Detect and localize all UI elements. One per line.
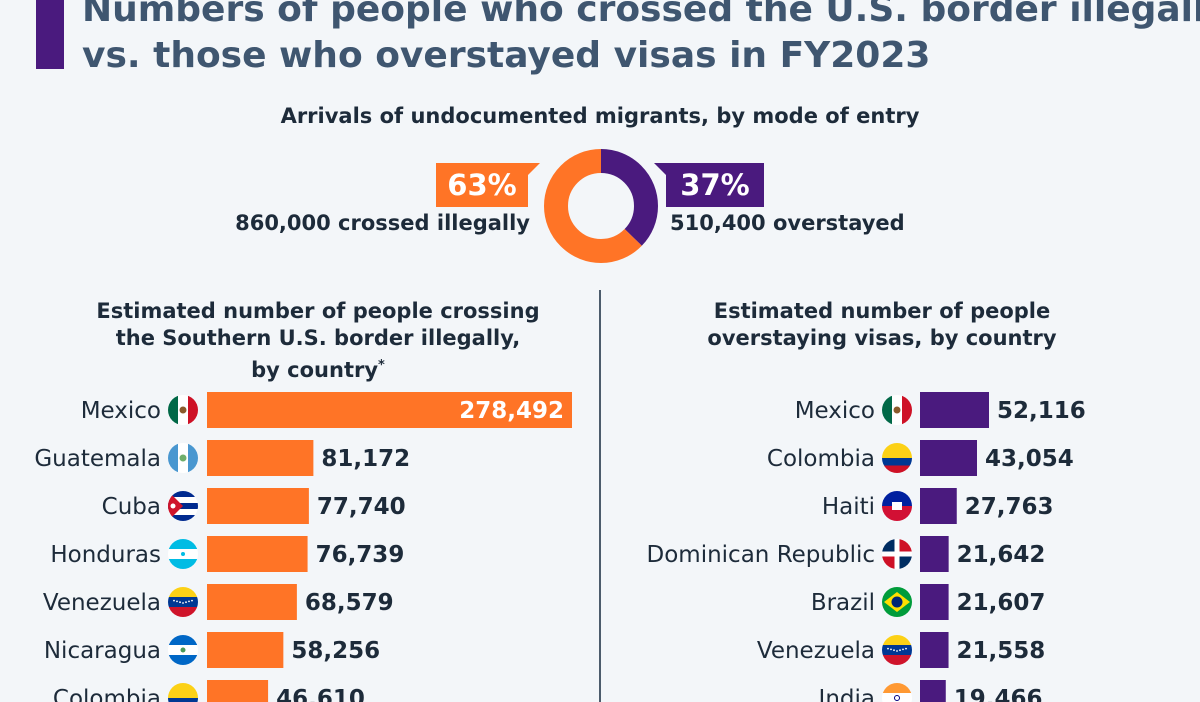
bar-honduras [207, 536, 308, 572]
category-label-colombia: Colombia [767, 446, 875, 472]
visa-overstay-bar-chart: Mexico 52,116 Colombia 43,054 Haiti 27,763 Dom… [647, 392, 1086, 702]
category-label-cuba: Cuba [102, 494, 161, 520]
category-label-dominican-republic: Dominican Republic [647, 542, 875, 568]
bar-venezuela [207, 584, 297, 620]
value-label-nicaragua: 58,256 [291, 638, 380, 664]
overstay-percent-badge: 37% [666, 163, 764, 207]
bar-haiti [920, 488, 957, 524]
bar-mexico [920, 392, 989, 428]
venezuela-flag-icon [882, 635, 912, 665]
bar-colombia [920, 440, 978, 476]
brazil-flag-icon [882, 587, 912, 617]
border-crossing-heading-line-3: by country [251, 358, 379, 382]
overstay-count-label: 510,400 overstayed [670, 211, 905, 235]
category-label-mexico: Mexico [81, 398, 161, 424]
value-label-dominican-republic: 21,642 [957, 542, 1046, 568]
illegal-count-label: 860,000 crossed illegally [235, 211, 530, 235]
bar-guatemala [207, 440, 314, 476]
chart-title-line-2: vs. those who overstayed visas in FY2023 [82, 35, 931, 76]
mode-of-entry-donut [544, 149, 658, 263]
category-label-venezuela: Venezuela [757, 638, 875, 664]
section-divider [599, 290, 601, 702]
mexico-flag-icon [882, 395, 912, 425]
category-label-colombia: Colombia [53, 686, 161, 702]
border-crossing-heading-line-1: Estimated number of people crossing [96, 299, 540, 323]
value-label-colombia: 43,054 [985, 446, 1074, 472]
illegal-badge-pointer [528, 163, 540, 175]
value-label-venezuela: 21,558 [957, 638, 1046, 664]
category-label-nicaragua: Nicaragua [44, 638, 161, 664]
value-label-honduras: 76,739 [316, 542, 405, 568]
category-label-mexico: Mexico [795, 398, 875, 424]
chart-title-line-1: Numbers of people who crossed the U.S. b… [82, 0, 1200, 30]
value-label-mexico: 278,492 [459, 398, 564, 424]
mexico-flag-icon [168, 395, 198, 425]
overstay-badge-pointer [654, 163, 666, 175]
value-label-guatemala: 81,172 [321, 446, 410, 472]
title-accent-bar [36, 0, 64, 69]
venezuela-flag-icon [168, 587, 198, 617]
value-label-india: 19,466 [954, 686, 1043, 702]
dominican-republic-flag-icon [882, 539, 912, 569]
value-label-mexico: 52,116 [997, 398, 1086, 424]
category-label-india: India [819, 686, 875, 702]
bar-brazil [920, 584, 949, 620]
border-crossing-heading: Estimated number of people crossing the … [78, 298, 558, 384]
visa-overstay-heading-line-2: overstaying visas, by country [707, 326, 1057, 350]
cuba-flag-icon [168, 491, 198, 521]
bar-cuba [207, 488, 309, 524]
border-crossing-heading-line-2: the Southern U.S. border illegally, [115, 326, 521, 350]
bar-mexico [207, 392, 572, 428]
bar-colombia [207, 680, 269, 702]
bar-india [920, 680, 946, 702]
value-label-cuba: 77,740 [317, 494, 406, 520]
colombia-flag-icon [168, 683, 198, 702]
nicaragua-flag-icon [168, 635, 198, 665]
value-label-venezuela: 68,579 [305, 590, 394, 616]
footnote-marker: * [378, 358, 385, 373]
illegal-slice [544, 149, 658, 263]
value-label-haiti: 27,763 [965, 494, 1054, 520]
category-label-venezuela: Venezuela [43, 590, 161, 616]
arrivals-heading: Arrivals of undocumented migrants, by mo… [280, 104, 920, 128]
value-label-colombia: 46,610 [276, 686, 365, 702]
category-label-haiti: Haiti [822, 494, 875, 520]
illegal-percent-badge: 63% [436, 163, 528, 207]
bar-dominican-republic [920, 536, 949, 572]
visa-overstay-heading-line-1: Estimated number of people [713, 299, 1051, 323]
bar-nicaragua [207, 632, 284, 668]
visa-overstay-heading: Estimated number of people overstaying v… [662, 298, 1102, 352]
value-label-brazil: 21,607 [957, 590, 1046, 616]
category-label-guatemala: Guatemala [34, 446, 161, 472]
india-flag-icon [882, 683, 912, 702]
bar-venezuela [920, 632, 949, 668]
haiti-flag-icon [882, 491, 912, 521]
border-crossing-bar-chart: Mexico 278,492 Guatemala 81,172 Cuba 77,740 Ho… [34, 392, 572, 702]
category-label-brazil: Brazil [811, 590, 875, 616]
colombia-flag-icon [882, 443, 912, 473]
honduras-flag-icon [168, 539, 198, 569]
guatemala-flag-icon [168, 443, 198, 473]
category-label-honduras: Honduras [50, 542, 161, 568]
